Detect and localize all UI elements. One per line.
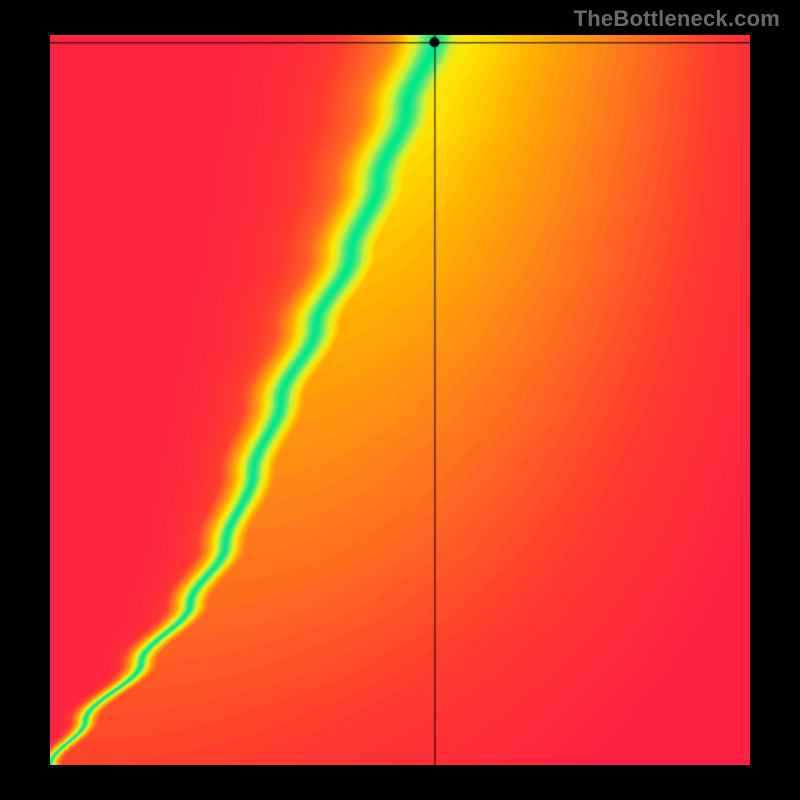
watermark-text: TheBottleneck.com <box>574 6 780 32</box>
chart-container: TheBottleneck.com <box>0 0 800 800</box>
bottleneck-heatmap <box>50 35 750 765</box>
